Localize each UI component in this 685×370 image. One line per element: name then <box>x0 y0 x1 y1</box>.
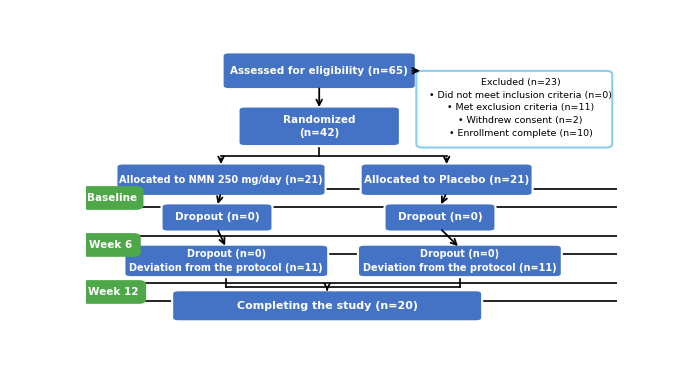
FancyBboxPatch shape <box>162 204 273 232</box>
FancyBboxPatch shape <box>82 281 145 303</box>
Text: Excluded (n=23)
• Did not meet inclusion criteria (n=0)
• Met exclusion criteria: Excluded (n=23) • Did not meet inclusion… <box>429 78 612 138</box>
FancyBboxPatch shape <box>116 164 325 196</box>
Text: Dropout (n=0)
Deviation from the protocol (n=11): Dropout (n=0) Deviation from the protoco… <box>129 249 323 273</box>
FancyBboxPatch shape <box>125 245 328 277</box>
FancyBboxPatch shape <box>384 204 495 232</box>
FancyBboxPatch shape <box>82 187 142 209</box>
FancyBboxPatch shape <box>172 290 482 321</box>
Text: Allocated to Placebo (n=21): Allocated to Placebo (n=21) <box>364 175 530 185</box>
Text: Dropout (n=0): Dropout (n=0) <box>398 212 482 222</box>
FancyBboxPatch shape <box>238 107 400 146</box>
Text: Week 12: Week 12 <box>88 287 139 297</box>
Text: Assessed for eligibility (n=65): Assessed for eligibility (n=65) <box>230 66 408 76</box>
FancyBboxPatch shape <box>358 245 562 277</box>
Text: Completing the study (n=20): Completing the study (n=20) <box>237 301 418 311</box>
FancyBboxPatch shape <box>223 53 416 89</box>
FancyBboxPatch shape <box>360 164 533 196</box>
FancyBboxPatch shape <box>416 71 612 148</box>
Text: Dropout (n=0)
Deviation from the protocol (n=11): Dropout (n=0) Deviation from the protoco… <box>363 249 557 273</box>
Text: Dropout (n=0): Dropout (n=0) <box>175 212 260 222</box>
FancyBboxPatch shape <box>82 234 140 256</box>
Text: Baseline: Baseline <box>87 193 137 203</box>
Text: Week 6: Week 6 <box>89 240 132 250</box>
Text: Randomized
(n=42): Randomized (n=42) <box>283 115 356 138</box>
Text: Allocated to NMN 250 mg/day (n=21): Allocated to NMN 250 mg/day (n=21) <box>119 175 323 185</box>
